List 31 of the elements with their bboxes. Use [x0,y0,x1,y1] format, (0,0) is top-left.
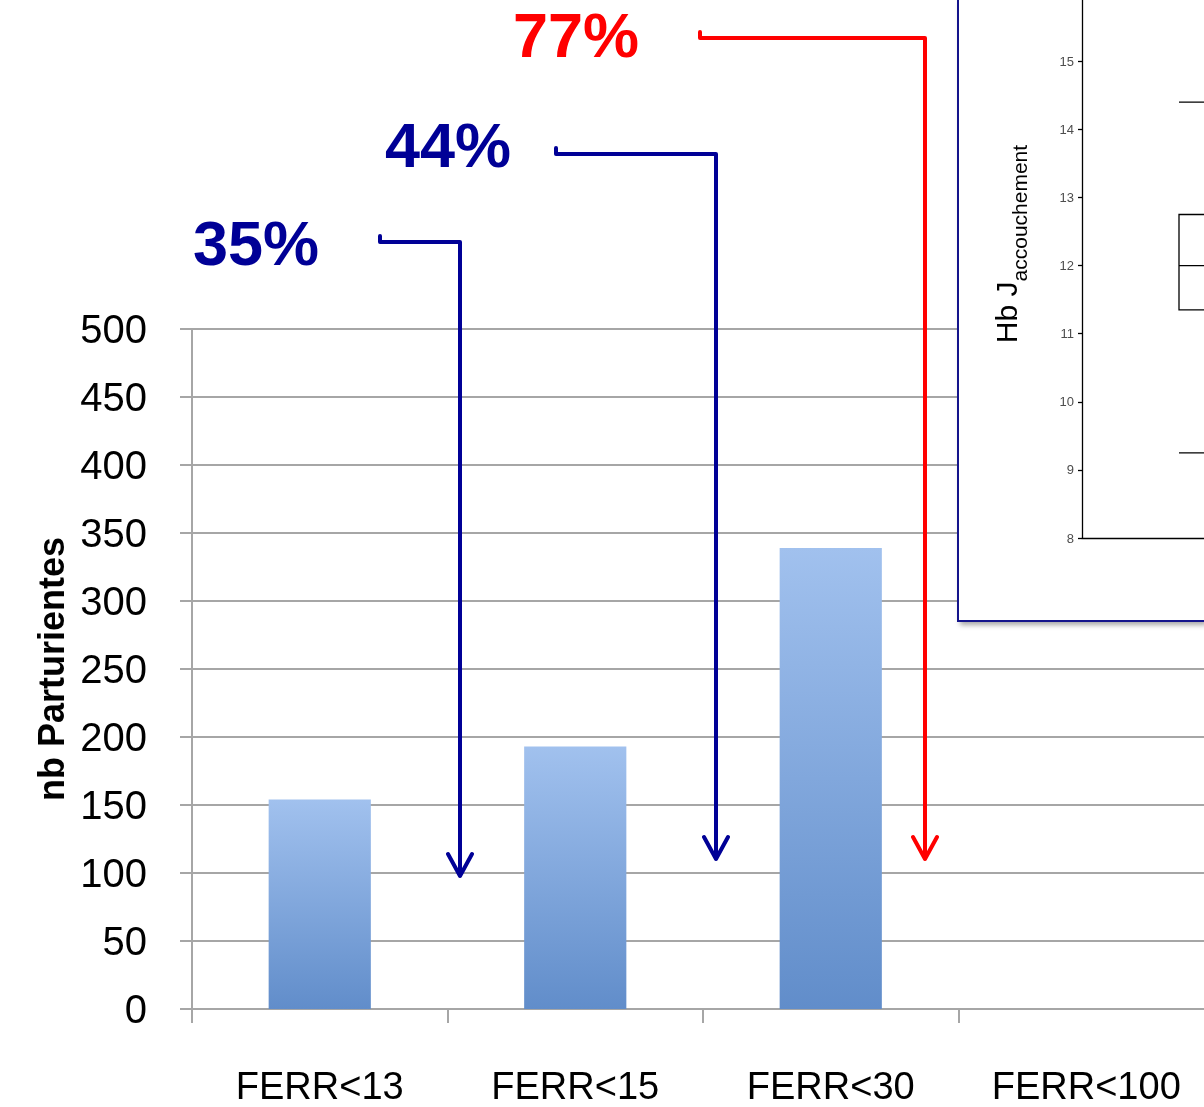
y-tick-label: 350 [80,511,147,555]
x-tick-label: FERR<30 [746,1065,915,1107]
y-tick-label: 200 [80,715,147,759]
y-tick-label: 150 [80,783,147,827]
y-tick-label: 11 [1060,326,1074,342]
y-tick-label: 100 [80,851,147,895]
y-tick-label: 0 [124,987,147,1031]
y-axis-title: nb Parturientes [30,536,72,802]
y-tick-label: 450 [80,375,147,419]
bar [524,746,627,1009]
y-tick-label: 10 [1059,394,1074,410]
y-tick-label: 250 [80,647,147,691]
y-tick-label: 13 [1059,189,1074,205]
y-tick-label: 15 [1059,53,1074,69]
y-tick-label: 500 [80,307,147,351]
bar [268,799,371,1009]
y-tick-label: 300 [80,579,147,623]
y-tick-label: 9 [1066,462,1074,478]
bar [779,547,882,1009]
y-tick-label: 12 [1059,258,1074,274]
y-tick-label: 14 [1059,121,1074,137]
y-tick-label: 8 [1066,530,1074,546]
y-axis-title: Hb Jaccouchement [989,144,1031,344]
x-tick-label: FERR<15 [491,1065,660,1107]
x-tick-label: FERR<13 [235,1065,404,1107]
text: 35% [193,208,320,278]
text: 44% [385,110,512,180]
x-tick-label: FERR<100 [991,1065,1181,1107]
y-tick-label: 400 [80,443,147,487]
y-tick-label: 50 [102,919,147,963]
text: 77% [513,0,640,70]
